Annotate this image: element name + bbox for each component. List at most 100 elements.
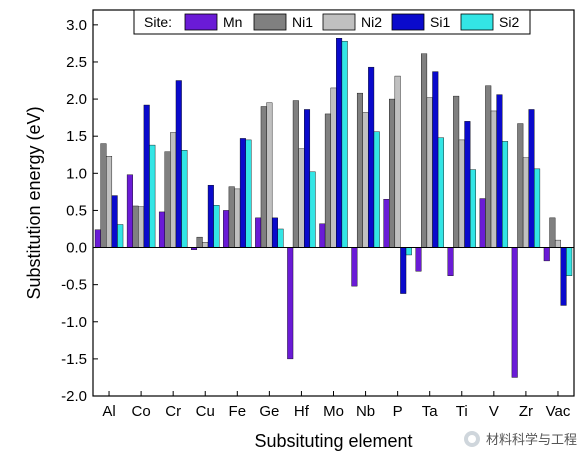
bar-cr-si1 [175, 80, 182, 248]
bar-zr-si1 [528, 109, 535, 248]
bar-ta-mn [415, 247, 422, 272]
bar-p-ni1 [389, 98, 396, 248]
bar-v-ni2 [490, 110, 497, 248]
bar-fe-mn [223, 210, 230, 248]
bar-nb-ni1 [356, 92, 363, 248]
bar-fe-ni1 [228, 186, 235, 248]
legend-label-mn: Mn [223, 14, 242, 30]
y-tick-label: 3.0 [66, 17, 87, 34]
legend-swatch-ni1 [253, 13, 287, 31]
legend-swatch-ni2 [322, 13, 356, 31]
watermark: 材料科学与工程 [463, 429, 577, 448]
y-tick-label: 2.5 [66, 54, 87, 71]
x-tick-label: P [393, 403, 403, 420]
bar-ti-si2 [469, 169, 476, 248]
bar-ta-si2 [437, 137, 444, 248]
y-tick-label: 0.5 [66, 202, 87, 219]
bar-al-ni2 [106, 156, 113, 248]
bar-p-si2 [405, 247, 412, 256]
bar-hf-si1 [304, 109, 311, 248]
x-tick-label: Hf [294, 403, 310, 420]
x-tick-label: Cu [196, 403, 215, 420]
bar-hf-ni2 [298, 148, 305, 248]
bar-cu-ni2 [202, 242, 209, 248]
bar-al-si2 [117, 224, 124, 248]
bar-fe-ni2 [234, 188, 241, 248]
bar-co-mn [126, 174, 133, 248]
bar-zr-si2 [534, 168, 541, 248]
bar-co-ni1 [132, 205, 139, 248]
bar-cr-ni2 [170, 132, 177, 248]
bar-cu-si2 [213, 205, 220, 248]
x-tick-label: Fe [229, 403, 247, 420]
bar-hf-si2 [309, 171, 316, 248]
y-axis-label: Substitution energy (eV) [24, 106, 44, 299]
bar-vac-ni1 [549, 217, 556, 248]
bar-ti-ni2 [458, 139, 465, 248]
bar-co-si2 [149, 144, 156, 248]
bar-vac-si1 [560, 247, 567, 306]
bar-ti-si1 [464, 121, 471, 248]
bar-cu-ni1 [196, 236, 203, 248]
legend-label-ni2: Ni2 [361, 14, 382, 30]
bar-p-si1 [400, 247, 407, 294]
bar-v-ni1 [485, 85, 492, 248]
bar-al-mn [94, 229, 101, 248]
bar-v-si2 [502, 141, 509, 248]
bar-fe-si2 [245, 139, 252, 248]
bar-vac-ni2 [554, 239, 561, 248]
bar-v-mn [479, 198, 486, 248]
bar-hf-mn [287, 247, 294, 360]
bar-ge-si2 [277, 228, 284, 248]
bar-zr-ni2 [522, 157, 529, 248]
bar-cr-mn [158, 211, 165, 248]
y-tick-label: -2.0 [61, 388, 87, 405]
watermark-text: 材料科学与工程 [485, 433, 577, 448]
bar-hf-ni1 [292, 100, 299, 248]
wechat-icon [463, 430, 480, 447]
bar-cu-si1 [207, 184, 214, 248]
y-tick-label: 0.0 [66, 240, 87, 257]
bar-ta-si1 [432, 71, 439, 248]
bar-co-ni2 [138, 206, 145, 248]
bar-nb-ni2 [362, 112, 369, 248]
legend: Site: Mn Ni1 Ni2 Si1 Si2 [133, 9, 531, 35]
bar-mo-si1 [336, 38, 343, 248]
bar-co-si1 [143, 104, 150, 248]
bar-fe-si1 [239, 138, 246, 248]
legend-swatch-mn [184, 13, 218, 31]
x-tick-label: Ti [456, 403, 468, 420]
y-tick-label: 2.0 [66, 91, 87, 108]
bar-nb-si1 [368, 66, 375, 248]
y-tick-label: -1.0 [61, 314, 87, 331]
x-tick-label: Ge [259, 403, 279, 420]
y-tick-label: 1.0 [66, 165, 87, 182]
x-tick-label: Co [132, 403, 151, 420]
bar-mo-mn [319, 223, 326, 248]
legend-swatch-si2 [460, 13, 494, 31]
bar-nb-si2 [373, 131, 380, 248]
bar-p-ni2 [394, 75, 401, 248]
bar-cr-si2 [181, 150, 188, 248]
bar-ge-si1 [271, 217, 278, 248]
legend-swatch-si1 [391, 13, 425, 31]
bar-mo-si2 [341, 40, 348, 248]
x-tick-label: Nb [356, 403, 375, 420]
bar-ti-mn [447, 247, 454, 276]
bar-mo-ni1 [324, 113, 331, 248]
bar-vac-mn [543, 247, 550, 262]
bar-cr-ni1 [164, 151, 171, 248]
x-tick-label: V [489, 403, 499, 420]
bar-ge-mn [255, 217, 262, 248]
bar-ti-ni1 [453, 95, 460, 248]
bar-ta-ni1 [421, 53, 428, 248]
legend-label-ni1: Ni1 [292, 14, 313, 30]
x-tick-label: Zr [519, 403, 533, 420]
x-tick-label: Mo [323, 403, 344, 420]
x-tick-label: Cr [165, 403, 181, 420]
x-tick-label: Vac [546, 403, 571, 420]
legend-title: Site: [144, 14, 172, 30]
bar-p-mn [383, 199, 390, 248]
bar-ta-ni2 [426, 97, 433, 248]
bar-nb-mn [351, 247, 358, 287]
